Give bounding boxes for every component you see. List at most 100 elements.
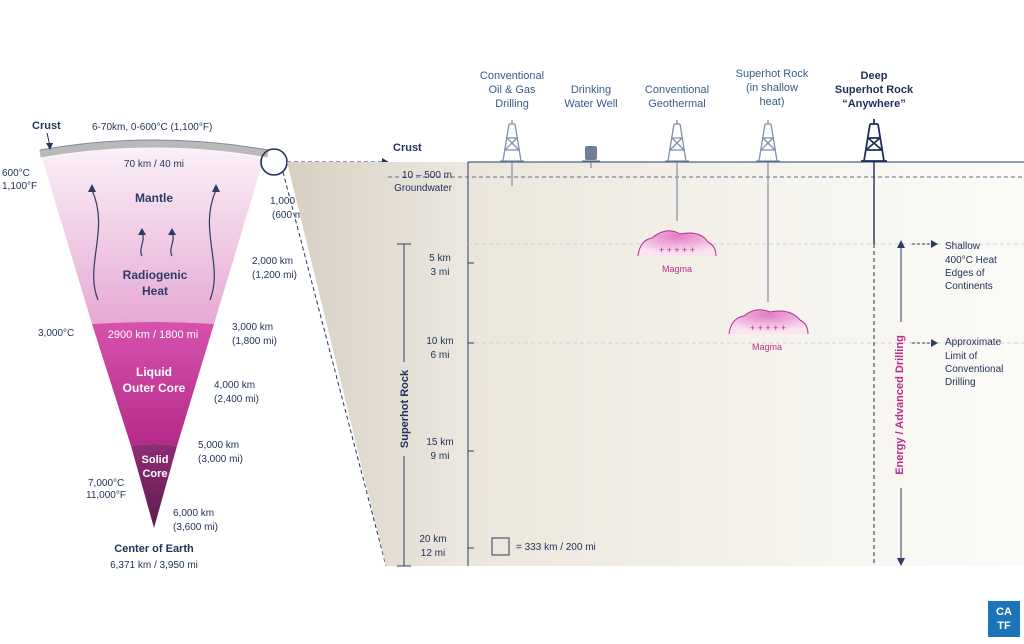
oil-rig-icon [500,120,524,162]
column-header-line: heat) [759,96,784,108]
core-temp-f: 11,000°F [86,490,126,501]
tick-mi: 9 mi [431,451,450,462]
depth-mi: (1,800 mi) [232,336,277,347]
column-header-line: (in shallow [746,82,798,94]
derrick-icons [500,119,887,162]
convection-arrow-left [91,189,100,301]
energy-arrow-down [897,558,905,566]
inner-core-label-line2: Core [142,468,167,480]
superhot-shallow-rig-icon [756,120,780,162]
depth-mi: (2,400 mi) [214,394,259,405]
depth-mi: (1,200 mi) [252,270,297,281]
crust-temp-f: 1,100°F [2,181,37,192]
crust-pointer-head [46,143,53,150]
water-tank-icon [582,146,600,162]
depth-axis-labels: 5 km 3 mi 10 km 6 mi 15 km 9 mi 20 km 12… [419,253,453,559]
axis-ticks [468,262,474,549]
geothermal-rig-icon [665,120,689,162]
magma-shape [638,230,716,256]
arrow-head [168,228,176,235]
tick-km: 5 km [429,253,451,264]
column-headers: Conventional Oil & Gas Drilling Drinking… [480,68,914,110]
earth-crust-label: Crust [32,120,61,132]
arrow-heads [88,184,220,235]
outer-core-region [92,322,214,446]
superhot-rock-bracket [397,243,411,567]
column-header-line: Conventional [645,84,709,96]
convection-arrow-right [208,189,217,301]
column-header-line: Drinking [571,84,611,96]
crust-line [39,139,269,151]
limit-note-head [931,339,938,347]
groundwater-depth: 10 – 500 m [402,170,452,181]
note-line: Approximate [945,337,1002,348]
depth-mi: (600 mi) [272,210,309,221]
scale-legend-text: = 333 km / 200 mi [516,542,596,553]
magma-plus-signs: + + + + + [659,245,695,255]
inner-core-region [131,444,177,528]
conventional-limit-note: Approximate Limit of Conventional Drilli… [945,337,1003,388]
magma-outline [637,230,717,257]
depth-km: 2,000 km [252,256,293,267]
depth-km: 3,000 km [232,322,273,333]
magma-label: Magma [752,342,782,352]
outer-core-label-line2: Outer Core [123,381,186,395]
note-line: Shallow [945,241,981,252]
core-temp-c: 7,000°C [88,478,124,489]
crust-section [468,162,1024,566]
arrow-head [88,184,96,192]
catf-logo: CA TF [988,601,1020,637]
column-header-line: Superhot Rock [835,84,914,96]
outer-core-label-line1: Liquid [136,365,172,379]
depth-mi: (3,000 mi) [198,454,243,465]
crust-info: 6-70km, 0-600°C (1,100°F) [92,122,212,133]
shallow-heat-note: Shallow 400°C Heat Edges of Continents [945,241,997,292]
column-header-line: Deep [861,70,888,82]
note-line: Edges of [945,268,985,279]
column-header-line: Geothermal [648,98,705,110]
scale-legend-square [491,537,510,556]
note-line: Conventional [945,364,1003,375]
tank-body [585,146,597,160]
mantle-label: Mantle [135,191,173,205]
tick-km: 20 km [419,534,446,545]
column-header-line: “Anywhere” [842,98,906,110]
magma-label: Magma [662,264,692,274]
crust-temp-c: 600°C [2,168,30,179]
crust-band [39,140,269,158]
earth-depth-labels: 1,000 km (600 mi) 2,000 km (1,200 mi) 3,… [173,196,311,533]
column-header-line: Superhot Rock [736,68,809,80]
tick-mi: 3 mi [431,267,450,278]
deep-superhot-rig-icon [861,119,887,162]
magma-body-1: + + + + + Magma [637,230,717,274]
arrow-head [138,228,146,235]
derrick-frame [756,120,780,162]
depth-km: 5,000 km [198,440,239,451]
depth-km: 1,000 km [270,196,311,207]
zoom-band [287,162,468,566]
magma-plus-signs: + + + + + [750,323,786,333]
detail-crust-label: Crust [393,142,422,154]
detail-panel: Superhot Rock Energy / Advanced Drilling… [287,161,1024,567]
inner-core-label-line1: Solid [142,454,169,466]
shallow-note-head [931,240,938,248]
superhot-rock-label: Superhot Rock [399,369,411,448]
note-line: Drilling [945,377,976,388]
note-line: 400°C Heat [945,255,997,266]
derrick-frame [500,120,524,162]
zoom-connector-bottom [282,171,387,567]
center-of-earth-title: Center of Earth [114,543,194,555]
tick-km: 15 km [426,437,453,448]
energy-arrow-up [897,240,905,248]
mantle-temp: 3,000°C [38,328,74,339]
magma-body-2: + + + + + Magma [728,309,809,352]
crust-width: 70 km / 40 mi [124,159,184,170]
center-of-earth-depth: 6,371 km / 3,950 mi [110,560,198,571]
radiogenic-label-line2: Heat [142,284,168,298]
column-header-line: Oil & Gas [488,84,536,96]
earth-wedge [39,132,389,567]
radiogenic-label-line1: Radiogenic [123,268,188,282]
column-header-line: Drilling [495,98,529,110]
